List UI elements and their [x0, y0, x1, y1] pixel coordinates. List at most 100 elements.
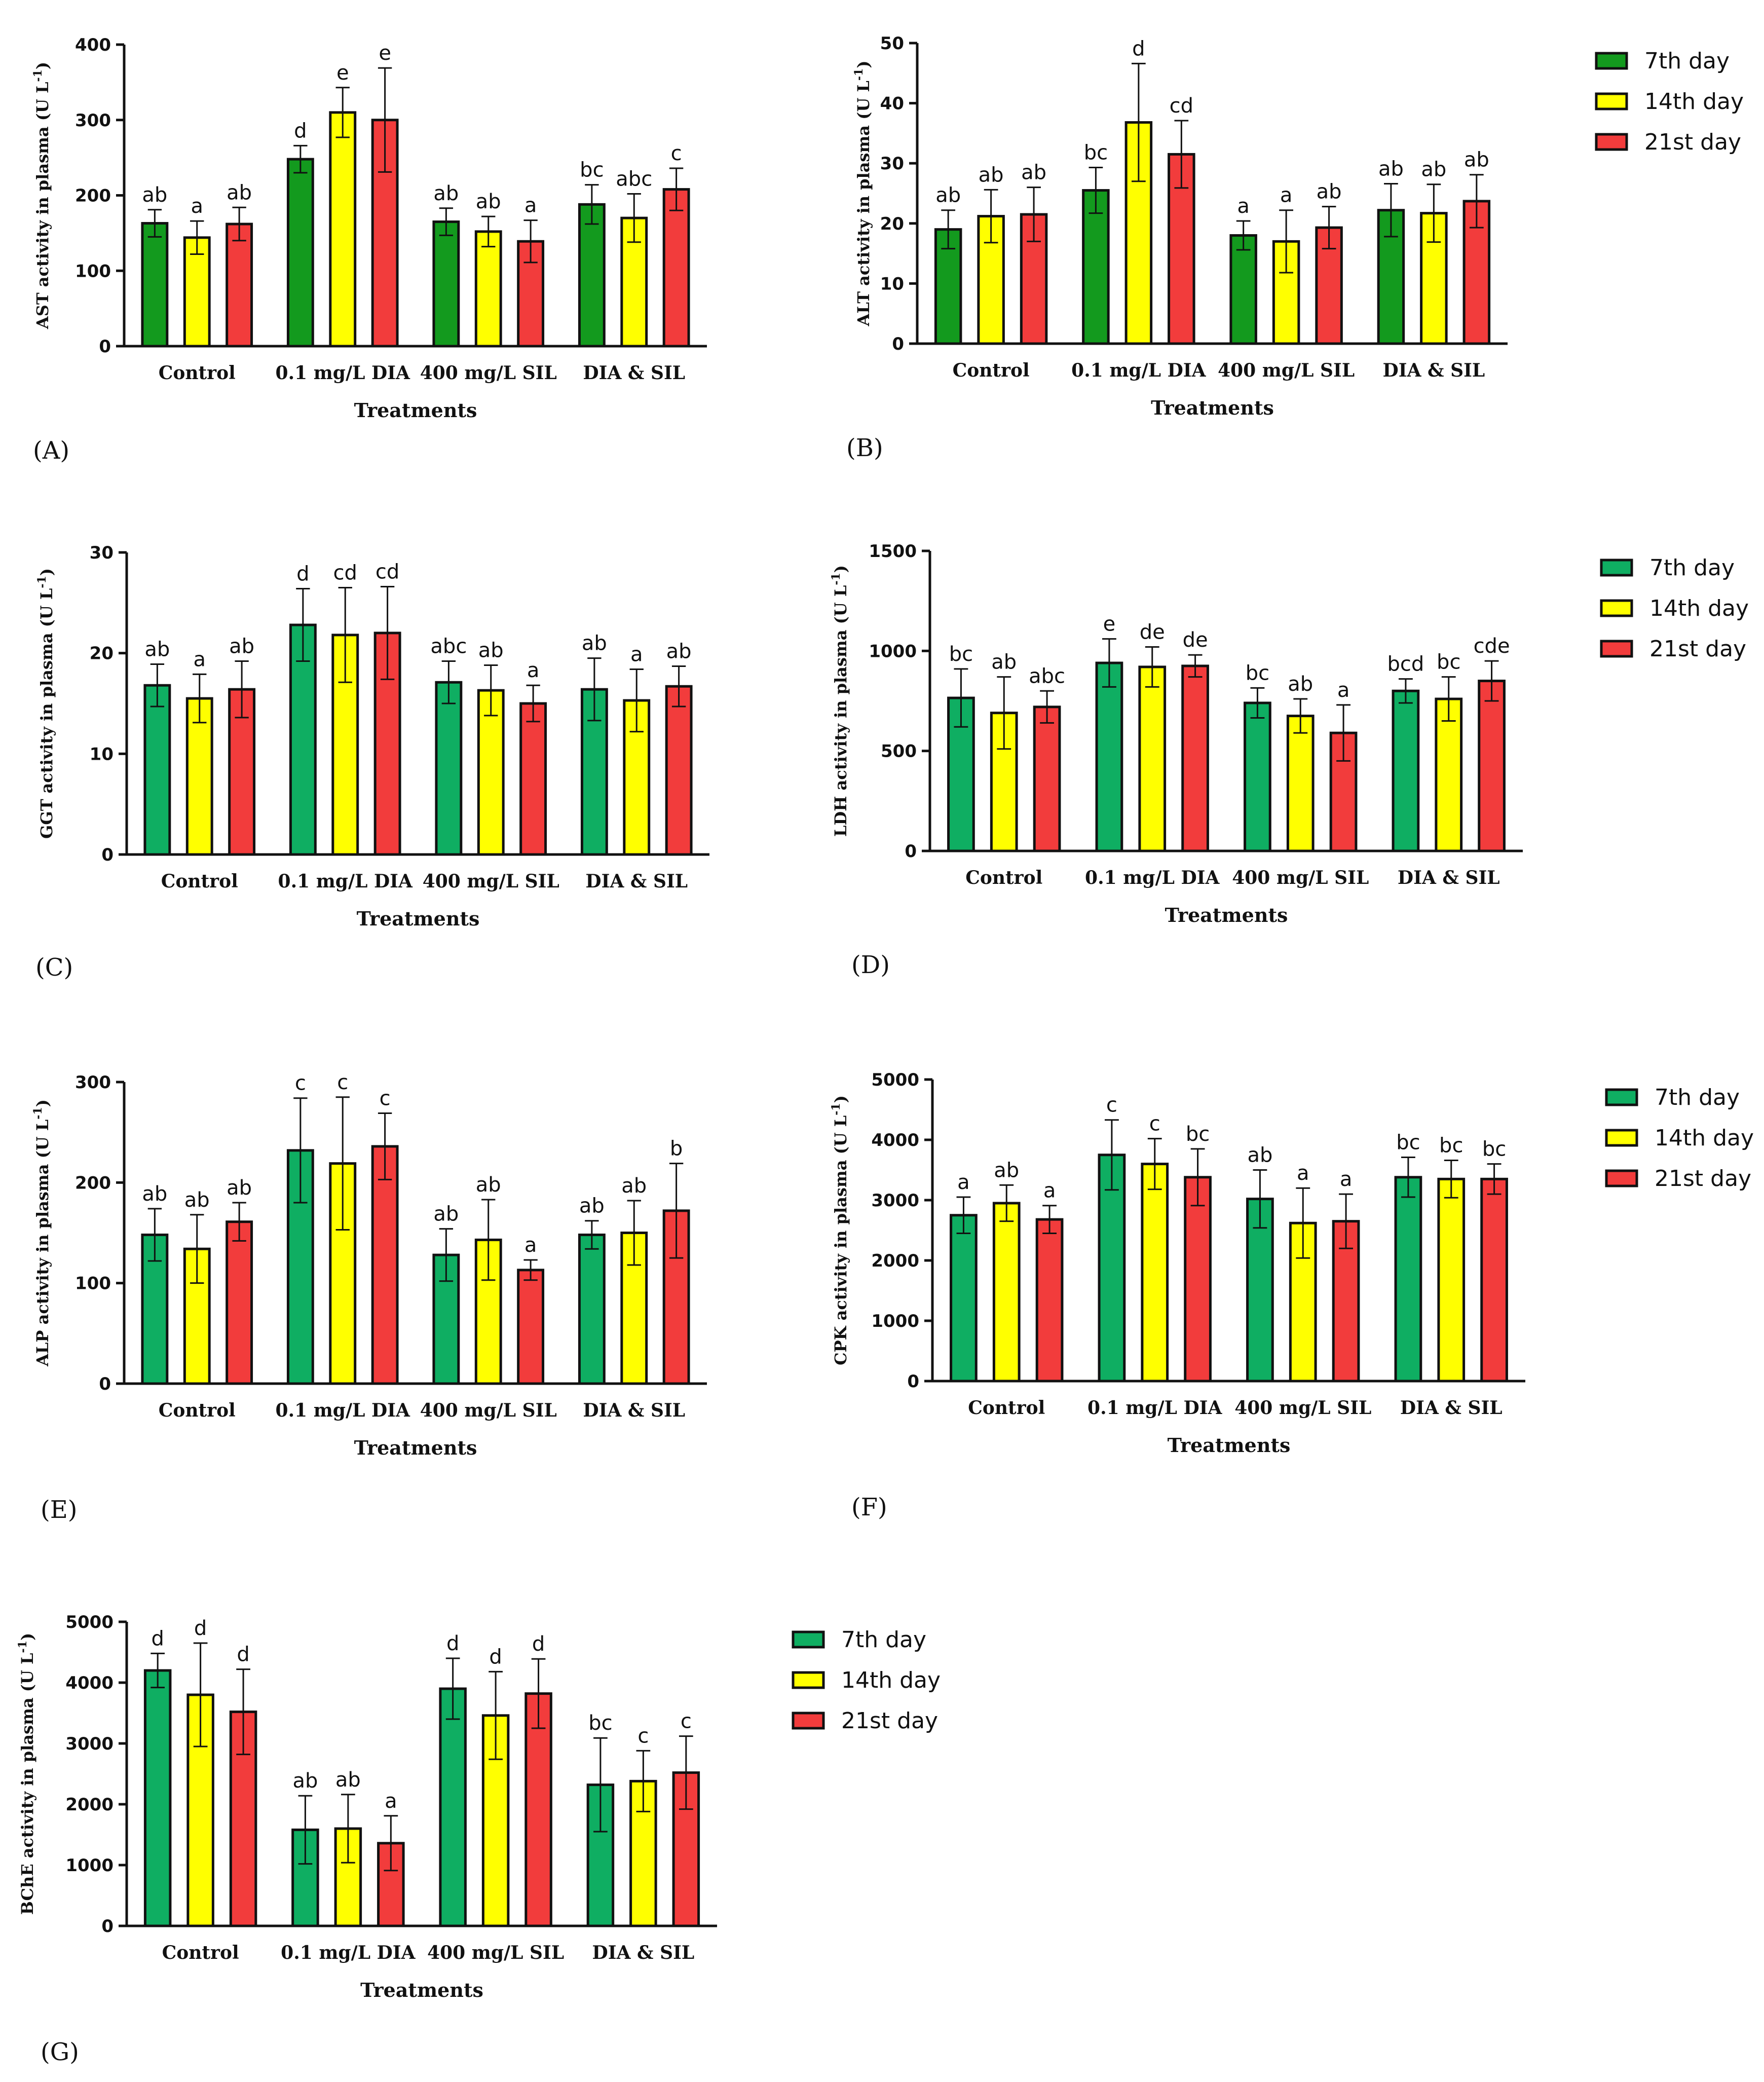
significance-label: de	[1183, 628, 1208, 652]
x-tick-label: 400 mg/L SIL	[1218, 360, 1355, 381]
bar	[439, 1687, 467, 1927]
y-tick-label: 1000	[871, 1311, 919, 1331]
panel-label: (C)	[35, 953, 73, 982]
bar	[141, 222, 169, 348]
legend-label: 21st day	[1655, 1166, 1751, 1192]
significance-label: a	[524, 1234, 537, 1257]
x-tick-label: 400 mg/L SIL	[420, 1400, 557, 1421]
legend-swatch	[792, 1712, 825, 1730]
legend-label: 21st day	[1644, 129, 1741, 155]
x-axis-title: Treatments	[1151, 396, 1274, 419]
significance-label: b	[670, 1137, 683, 1161]
bar	[226, 1220, 253, 1385]
bar	[226, 222, 253, 348]
significance-label: a	[193, 648, 206, 671]
x-tick-label: 0.1 mg/L DIA	[276, 362, 410, 384]
y-tick-label: 10	[880, 274, 904, 294]
significance-label: cd	[333, 562, 357, 585]
legend-swatch	[1595, 133, 1628, 151]
y-tick-label: 300	[75, 110, 111, 131]
significance-label: bcd	[1387, 653, 1424, 676]
bar	[1141, 1163, 1169, 1383]
significance-label: ab	[229, 635, 254, 658]
significance-label: ab	[433, 182, 459, 205]
bar	[517, 1269, 545, 1385]
bar	[1394, 1176, 1422, 1383]
significance-label: bc	[580, 159, 604, 182]
y-tick-label: 300	[75, 1072, 111, 1093]
y-tick-label: 0	[101, 845, 114, 865]
y-tick-label: 1000	[65, 1855, 114, 1876]
bar	[143, 1669, 172, 1927]
bar	[1229, 234, 1257, 345]
bar	[950, 1214, 978, 1383]
significance-label: c	[637, 1724, 649, 1748]
y-axis-title: ALP activity in plasma (U L-1)	[31, 1099, 52, 1367]
significance-label: ab	[621, 1174, 647, 1198]
x-tick-label: 0.1 mg/L DIA	[276, 1400, 410, 1421]
significance-label: cd	[376, 561, 399, 584]
x-tick-label: 400 mg/L SIL	[1234, 1397, 1371, 1419]
bar	[185, 697, 213, 856]
y-tick-label: 0	[99, 1374, 111, 1394]
significance-label: ab	[184, 1188, 210, 1212]
x-tick-label: 0.1 mg/L DIA	[1071, 360, 1206, 381]
legend-swatch	[1605, 1169, 1638, 1187]
y-tick-label: 5000	[65, 1612, 114, 1632]
y-tick-label: 0	[907, 1371, 919, 1392]
y-axis-title: ALT activity in plasma (U L-1)	[852, 61, 873, 327]
significance-label: c	[1106, 1094, 1117, 1117]
panel-label: (G)	[41, 2038, 79, 2066]
legend-swatch	[792, 1671, 825, 1689]
significance-label: c	[295, 1072, 306, 1095]
bar	[1138, 665, 1167, 852]
legend-swatch	[1595, 52, 1628, 70]
significance-label: bc	[1437, 651, 1460, 674]
bar	[665, 685, 693, 856]
y-axis-title: LDH activity in plasma (U L-1)	[830, 565, 850, 837]
x-axis-title: Treatments	[360, 1979, 483, 2001]
legend: 7th day 14th day 21st day	[792, 1627, 941, 1734]
y-tick-label: 1500	[869, 541, 917, 562]
significance-label: bc	[949, 643, 973, 666]
y-tick-label: 0	[892, 334, 904, 354]
x-tick-label: Control	[159, 1400, 236, 1421]
bar	[1095, 661, 1123, 852]
significance-label: d	[294, 119, 307, 142]
significance-label: a	[1337, 679, 1350, 702]
bar	[1478, 680, 1506, 852]
legend: 7th day 14th day 21st day	[1600, 555, 1749, 662]
bar	[329, 111, 357, 348]
panel-label: (F)	[851, 1493, 887, 1521]
legend-swatch	[1600, 559, 1633, 577]
legend-label: 7th day	[1644, 48, 1730, 74]
bar	[1392, 689, 1420, 852]
y-tick-label: 20	[90, 644, 114, 664]
x-tick-label: 0.1 mg/L DIA	[278, 871, 413, 892]
significance-label: ab	[666, 640, 692, 663]
significance-label: a	[1297, 1162, 1309, 1185]
significance-label: abc	[616, 168, 652, 191]
significance-label: d	[151, 1627, 164, 1650]
bar	[143, 684, 171, 856]
significance-label: a	[191, 195, 203, 218]
y-tick-label: 30	[880, 154, 904, 174]
x-tick-label: 400 mg/L SIL	[1232, 867, 1369, 888]
significance-label: c	[681, 1710, 692, 1733]
legend: 7th day 14th day 21st day	[1595, 48, 1744, 155]
significance-label: ab	[335, 1768, 361, 1792]
significance-label: ab	[1247, 1144, 1272, 1167]
significance-label: a	[957, 1171, 970, 1194]
significance-label: a	[524, 194, 537, 217]
significance-label: bc	[1084, 141, 1108, 165]
x-tick-label: Control	[968, 1397, 1045, 1419]
y-tick-label: 40	[880, 94, 904, 114]
panel-label: (E)	[41, 1496, 78, 1524]
x-axis-title: Treatments	[357, 907, 480, 930]
chart-panel-g: 0 1000 2000 3000 4000 5000 d d d Control ab ab a 0.1 …	[16, 1612, 717, 2066]
x-tick-label: 0.1 mg/L DIA	[1085, 867, 1220, 888]
significance-label: ab	[142, 1182, 167, 1206]
significance-label: a	[1043, 1179, 1056, 1203]
